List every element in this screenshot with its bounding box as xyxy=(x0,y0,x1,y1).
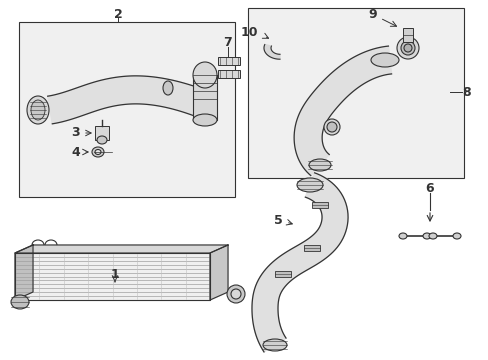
Text: 4: 4 xyxy=(71,145,80,158)
Ellipse shape xyxy=(193,62,217,88)
Polygon shape xyxy=(15,245,227,253)
Polygon shape xyxy=(15,253,209,300)
Ellipse shape xyxy=(31,100,45,120)
Polygon shape xyxy=(48,76,210,124)
Bar xyxy=(311,202,327,208)
Text: 5: 5 xyxy=(274,213,283,226)
Ellipse shape xyxy=(226,285,244,303)
Text: 9: 9 xyxy=(368,8,377,21)
Ellipse shape xyxy=(92,147,104,157)
Polygon shape xyxy=(15,245,33,300)
Ellipse shape xyxy=(403,44,411,52)
Text: 1: 1 xyxy=(110,269,119,282)
Ellipse shape xyxy=(452,233,460,239)
Text: 6: 6 xyxy=(425,181,433,194)
Ellipse shape xyxy=(95,149,101,154)
Bar xyxy=(247,8,463,178)
Text: 2: 2 xyxy=(113,8,122,21)
Ellipse shape xyxy=(370,53,398,67)
Ellipse shape xyxy=(263,339,286,351)
Ellipse shape xyxy=(396,37,418,59)
Bar xyxy=(304,245,319,251)
Ellipse shape xyxy=(400,41,414,55)
Polygon shape xyxy=(209,245,227,300)
Ellipse shape xyxy=(193,114,217,126)
Ellipse shape xyxy=(324,119,339,135)
Bar xyxy=(218,57,240,65)
Ellipse shape xyxy=(11,295,29,309)
Polygon shape xyxy=(251,173,347,352)
Bar xyxy=(402,28,412,42)
Ellipse shape xyxy=(326,122,336,132)
Bar xyxy=(193,75,217,120)
Text: 8: 8 xyxy=(461,85,469,99)
Ellipse shape xyxy=(428,233,436,239)
Ellipse shape xyxy=(230,289,241,299)
Ellipse shape xyxy=(422,233,430,239)
Ellipse shape xyxy=(398,233,406,239)
Text: 7: 7 xyxy=(223,36,232,49)
Polygon shape xyxy=(264,45,280,59)
Bar xyxy=(95,126,109,140)
Ellipse shape xyxy=(27,96,49,124)
Bar xyxy=(19,22,235,197)
Ellipse shape xyxy=(163,81,173,95)
Ellipse shape xyxy=(296,178,323,192)
Bar xyxy=(218,70,240,78)
Ellipse shape xyxy=(97,136,107,144)
Text: 10: 10 xyxy=(240,27,258,40)
Ellipse shape xyxy=(308,159,330,171)
Polygon shape xyxy=(293,46,391,176)
Bar xyxy=(274,271,290,277)
Text: 3: 3 xyxy=(71,126,80,139)
